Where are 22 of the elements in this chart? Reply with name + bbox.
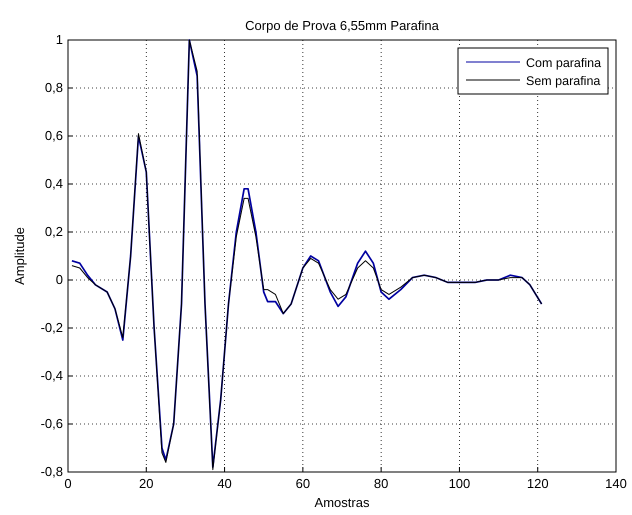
legend-label: Com parafina xyxy=(526,56,602,70)
x-axis-title: Amostras xyxy=(314,495,370,510)
x-tick-label: 140 xyxy=(605,476,627,491)
y-tick-label: -0,2 xyxy=(40,320,63,335)
y-tick-label: 1 xyxy=(56,32,63,47)
legend-label: Sem parafina xyxy=(526,74,600,88)
x-tick-label: 120 xyxy=(526,476,549,491)
x-tick-label: 80 xyxy=(374,476,388,491)
y-tick-label: 0 xyxy=(56,272,63,287)
y-tick-label: -0,8 xyxy=(40,464,63,479)
chart-title: Corpo de Prova 6,55mm Parafina xyxy=(245,18,440,33)
x-tick-label: 20 xyxy=(139,476,154,491)
y-tick-label: 0,4 xyxy=(44,176,63,191)
y-tick-label: 0,2 xyxy=(44,224,63,239)
x-tick-label: 40 xyxy=(217,476,232,491)
y-tick-label: 0,6 xyxy=(44,128,63,143)
y-axis-title: Amplitude xyxy=(12,227,27,285)
y-tick-label: -0,4 xyxy=(40,368,63,383)
y-tick-label: 0,8 xyxy=(44,80,63,95)
x-tick-label: 60 xyxy=(296,476,310,491)
y-tick-label: -0,6 xyxy=(40,416,63,431)
x-tick-label: 100 xyxy=(448,476,470,491)
